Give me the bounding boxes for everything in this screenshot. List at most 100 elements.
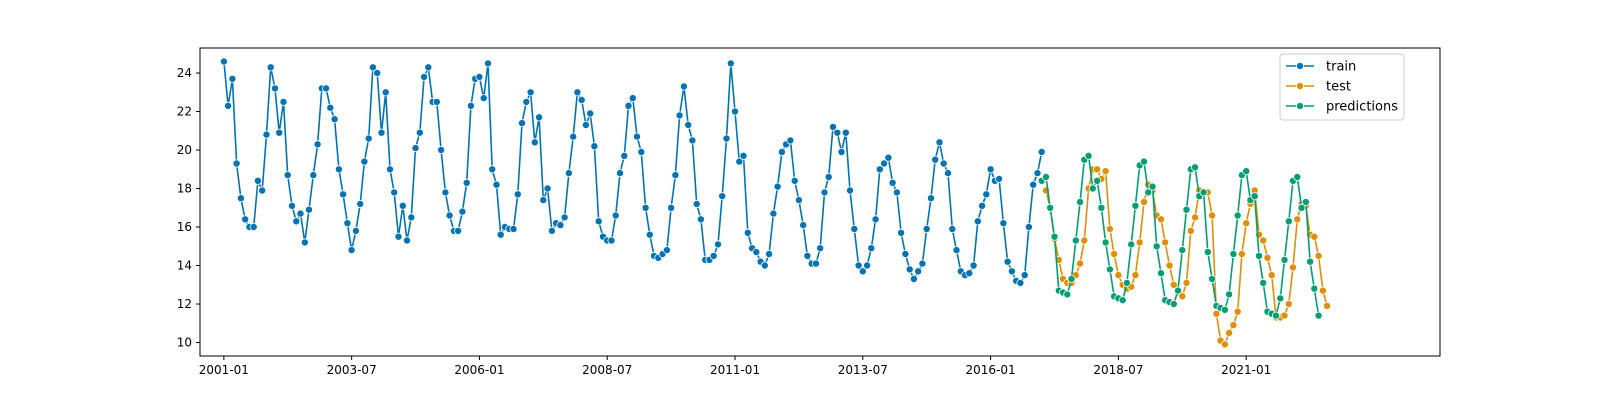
- data-point: [1267, 271, 1276, 280]
- data-point: [253, 176, 262, 185]
- data-point: [1169, 280, 1178, 289]
- data-point: [1220, 305, 1229, 314]
- data-point: [1144, 188, 1153, 197]
- data-point: [1101, 167, 1110, 176]
- data-point: [773, 182, 782, 191]
- data-point: [1003, 257, 1012, 266]
- y-tick-label: 12: [177, 297, 192, 311]
- data-point: [1042, 172, 1051, 181]
- data-point: [287, 201, 296, 210]
- data-point: [692, 199, 701, 208]
- data-point: [794, 196, 803, 205]
- data-point: [986, 165, 995, 174]
- data-point: [679, 82, 688, 91]
- data-point: [360, 157, 369, 166]
- data-point: [526, 88, 535, 97]
- data-point: [863, 261, 872, 270]
- data-point: [675, 111, 684, 120]
- data-point: [709, 251, 718, 260]
- data-point: [790, 176, 799, 185]
- data-point: [901, 249, 910, 258]
- plot-area: [199, 47, 1441, 357]
- data-point: [1293, 172, 1302, 181]
- data-point: [594, 217, 603, 226]
- data-point: [1280, 255, 1289, 264]
- data-point: [918, 259, 927, 268]
- data-point: [965, 269, 974, 278]
- data-point: [1105, 265, 1114, 274]
- data-point: [411, 144, 420, 153]
- data-point: [228, 74, 237, 83]
- data-point: [1293, 215, 1302, 224]
- data-point: [1229, 321, 1238, 330]
- data-point: [347, 246, 356, 255]
- data-point: [573, 88, 582, 97]
- data-point: [995, 174, 1004, 183]
- data-point: [270, 84, 279, 93]
- data-point: [513, 190, 522, 199]
- data-point: [743, 228, 752, 237]
- data-point: [1225, 290, 1234, 299]
- x-tick-label: 2008-07: [582, 363, 632, 377]
- data-point: [1029, 180, 1038, 189]
- data-point: [765, 249, 774, 258]
- data-point: [812, 259, 821, 268]
- y-tick-label: 24: [177, 66, 192, 80]
- y-tick-label: 18: [177, 182, 192, 196]
- data-point: [304, 205, 313, 214]
- x-tick-label: 2003-07: [327, 363, 377, 377]
- data-point: [236, 194, 245, 203]
- data-point: [897, 228, 906, 237]
- x-tick-label: 2001-01: [199, 363, 249, 377]
- data-point: [1118, 296, 1127, 305]
- data-point: [1071, 236, 1080, 245]
- data-point: [1165, 261, 1174, 270]
- data-point: [1233, 211, 1242, 220]
- data-point: [1255, 251, 1264, 260]
- data-point: [731, 107, 740, 116]
- data-point: [249, 222, 258, 231]
- data-point: [611, 211, 620, 220]
- data-point: [232, 159, 241, 168]
- data-point: [1178, 246, 1187, 255]
- data-point: [735, 157, 744, 166]
- data-point: [454, 226, 463, 235]
- data-point: [1182, 278, 1191, 287]
- data-point: [884, 153, 893, 162]
- data-point: [973, 217, 982, 226]
- data-point: [1242, 219, 1251, 228]
- data-point: [394, 232, 403, 241]
- data-point: [530, 138, 539, 147]
- data-point: [275, 128, 284, 137]
- data-point: [1323, 301, 1332, 310]
- data-point: [309, 171, 318, 180]
- data-point: [616, 169, 625, 178]
- data-point: [368, 63, 377, 72]
- data-point: [1157, 269, 1166, 278]
- data-point: [829, 122, 838, 131]
- data-point: [398, 201, 407, 210]
- data-point: [1063, 290, 1072, 299]
- data-point: [1067, 274, 1076, 283]
- data-point: [1314, 251, 1323, 260]
- data-point: [714, 240, 723, 249]
- data-point: [1276, 294, 1285, 303]
- data-point: [931, 155, 940, 164]
- data-point: [522, 97, 531, 106]
- data-point: [296, 209, 305, 218]
- data-point: [645, 230, 654, 239]
- data-point: [590, 142, 599, 151]
- data-point: [343, 219, 352, 228]
- legend-box: [1279, 53, 1405, 121]
- data-point: [1024, 222, 1033, 231]
- data-point: [1050, 232, 1059, 241]
- data-point: [769, 209, 778, 218]
- series-train: [219, 57, 1046, 287]
- data-point: [577, 96, 586, 105]
- data-point: [262, 130, 271, 139]
- data-point: [944, 169, 953, 178]
- x-tick-label: 2016-01: [966, 363, 1016, 377]
- data-point: [786, 136, 795, 145]
- data-point: [1135, 238, 1144, 247]
